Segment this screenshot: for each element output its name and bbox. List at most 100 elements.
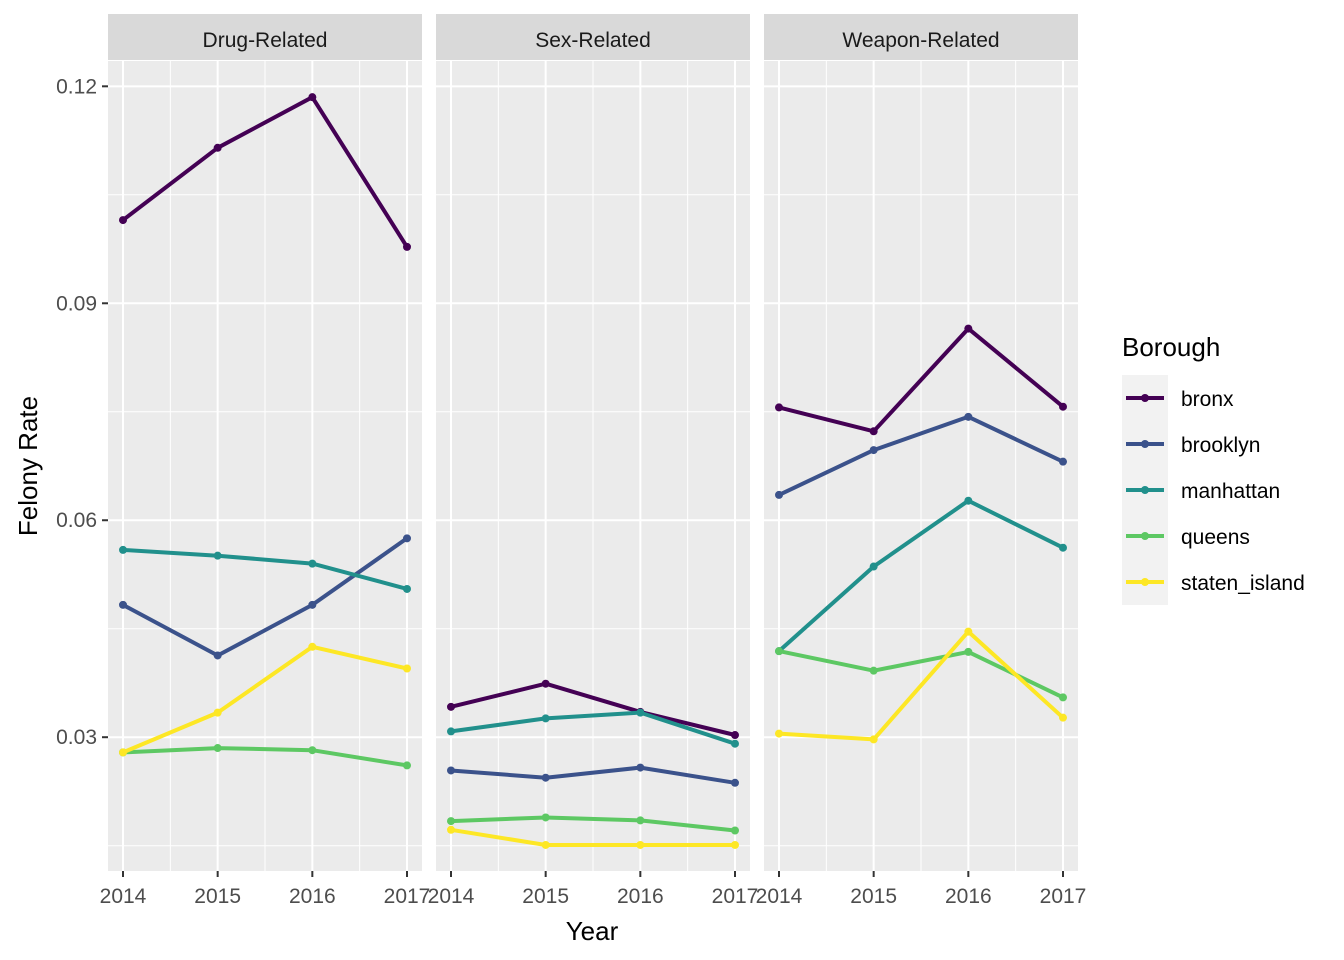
- data-point-manhattan: [213, 551, 222, 560]
- legend-key-point: [1141, 440, 1149, 448]
- x-tick-label: 2014: [428, 885, 475, 908]
- legend-label: queens: [1181, 526, 1250, 549]
- legend-item-bronx: bronx: [1122, 375, 1234, 421]
- data-point-queens: [447, 817, 455, 826]
- data-point-bronx: [403, 242, 411, 251]
- facet-strip-label: Sex-Related: [535, 29, 651, 52]
- data-point-brooklyn: [869, 446, 878, 455]
- series-line-staten_island: [450, 827, 735, 847]
- x-tick-label: 2017: [712, 885, 759, 908]
- data-point-queens: [636, 816, 645, 825]
- data-point-bronx: [869, 427, 878, 436]
- data-point-brooklyn: [964, 412, 973, 421]
- data-point-brooklyn: [1059, 457, 1067, 466]
- data-point-bronx: [541, 679, 550, 688]
- panel-weapon-related: Weapon-Related: [764, 14, 1078, 871]
- legend-item-staten_island: staten_island: [1122, 559, 1305, 605]
- data-point-brooklyn: [731, 778, 739, 787]
- legend-label: bronx: [1181, 388, 1234, 411]
- data-point-manhattan: [731, 739, 739, 748]
- series-line-staten_island: [122, 644, 408, 755]
- data-point-queens: [731, 826, 739, 835]
- data-point-manhattan: [403, 584, 411, 593]
- data-point-brooklyn: [636, 763, 645, 772]
- x-tick-label: 2014: [100, 885, 147, 908]
- legend-item-manhattan: manhattan: [1122, 467, 1280, 513]
- data-point-queens: [775, 647, 783, 656]
- y-tick-label: 0.09: [56, 292, 97, 315]
- data-point-staten_island: [869, 735, 878, 744]
- data-point-staten_island: [403, 664, 411, 673]
- legend-label: brooklyn: [1181, 434, 1260, 457]
- data-point-queens: [308, 746, 317, 755]
- data-point-brooklyn: [447, 766, 455, 775]
- data-point-brooklyn: [541, 773, 550, 782]
- series-line-queens: [450, 815, 736, 833]
- x-tick-label: 2017: [1040, 885, 1087, 908]
- data-point-manhattan: [1059, 543, 1067, 552]
- y-tick-label: 0.06: [56, 509, 97, 532]
- data-point-bronx: [119, 216, 127, 225]
- facet-strip: [436, 14, 750, 60]
- legend-key-point: [1141, 486, 1149, 494]
- series-line-manhattan: [450, 710, 736, 746]
- data-point-staten_island: [447, 825, 455, 834]
- y-tick-label: 0.03: [56, 726, 97, 749]
- x-tick-label: 2016: [945, 885, 992, 908]
- legend-item-brooklyn: brooklyn: [1122, 421, 1260, 467]
- data-point-queens: [869, 666, 878, 675]
- panel-drug-related: Drug-Related: [108, 14, 422, 871]
- legend-label: staten_island: [1181, 572, 1305, 595]
- legend-title: Borough: [1122, 332, 1220, 362]
- data-point-brooklyn: [119, 600, 127, 609]
- data-point-staten_island: [213, 708, 222, 717]
- series-line-bronx: [450, 681, 736, 737]
- data-point-staten_island: [775, 729, 783, 738]
- data-point-brooklyn: [213, 651, 222, 660]
- legend-item-queens: queens: [1122, 513, 1250, 559]
- data-point-bronx: [308, 93, 317, 102]
- legend: Borough bronx brooklyn manhattan queens stat…: [1122, 332, 1305, 605]
- legend-key-point: [1141, 578, 1149, 586]
- data-point-manhattan: [119, 545, 127, 554]
- series-line-queens: [122, 746, 408, 768]
- series-line-bronx: [778, 326, 1065, 434]
- data-point-queens: [964, 647, 973, 656]
- series-line-bronx: [121, 95, 409, 248]
- data-point-staten_island: [1059, 713, 1067, 722]
- data-point-staten_island: [636, 840, 645, 849]
- x-tick-label: 2017: [384, 885, 431, 908]
- data-point-manhattan: [964, 496, 973, 505]
- data-point-bronx: [213, 143, 222, 152]
- data-point-queens: [541, 813, 550, 822]
- data-point-manhattan: [636, 708, 645, 717]
- data-point-brooklyn: [775, 490, 783, 499]
- data-point-staten_island: [308, 642, 317, 651]
- data-point-queens: [403, 761, 411, 770]
- x-tick-label: 2014: [756, 885, 803, 908]
- data-point-bronx: [775, 403, 783, 412]
- facet-strip: [764, 14, 1078, 60]
- data-point-staten_island: [964, 627, 973, 636]
- data-point-queens: [1059, 693, 1067, 702]
- data-point-staten_island: [541, 840, 550, 849]
- facet-panels: Drug-Related Sex-Related Weapon-Related: [108, 14, 1078, 871]
- x-tick-label: 2015: [850, 885, 897, 908]
- panel-sex-related: Sex-Related: [436, 14, 750, 871]
- series-line-manhattan: [777, 498, 1064, 653]
- x-tick-label: 2016: [289, 885, 336, 908]
- x-tick-label: 2015: [194, 885, 241, 908]
- data-point-bronx: [447, 702, 455, 711]
- data-point-bronx: [964, 324, 973, 333]
- series-line-brooklyn: [778, 414, 1064, 497]
- data-point-staten_island: [731, 840, 739, 849]
- data-point-manhattan: [308, 559, 317, 568]
- legend-key-point: [1141, 532, 1149, 540]
- facet-strip-label: Weapon-Related: [842, 29, 999, 52]
- data-point-queens: [213, 744, 222, 753]
- data-point-bronx: [1059, 402, 1067, 411]
- y-axis: 0.03 0.06 0.09 0.12: [56, 75, 108, 749]
- series-line-brooklyn: [122, 536, 409, 658]
